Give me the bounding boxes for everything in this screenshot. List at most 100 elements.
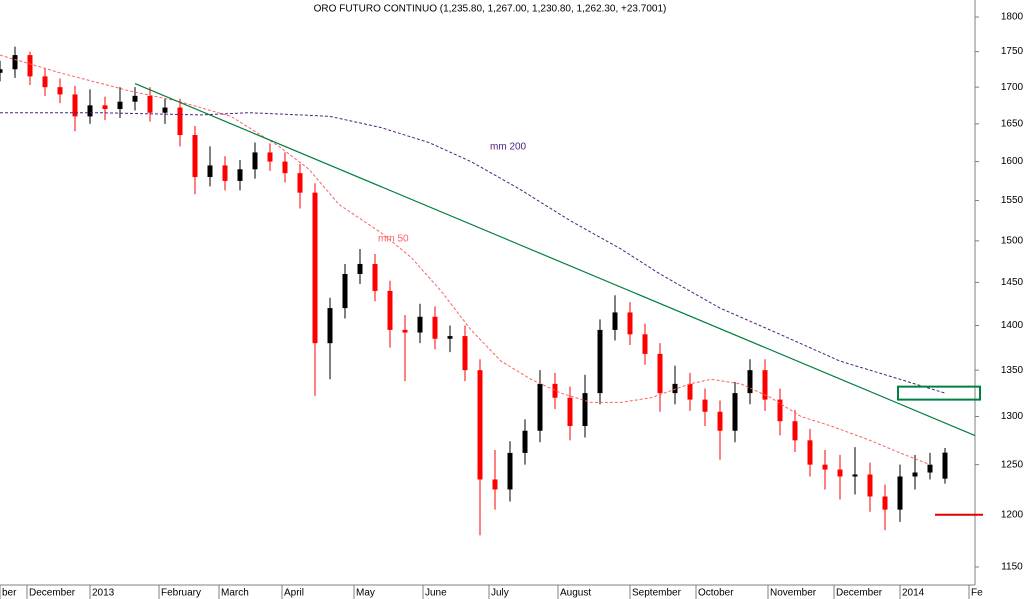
candle-body bbox=[357, 263, 363, 275]
candle-body bbox=[537, 383, 543, 431]
candle-body bbox=[147, 95, 153, 113]
candle-body bbox=[777, 399, 783, 422]
y-tick-label: 1200 bbox=[1001, 509, 1024, 520]
candle-body bbox=[507, 452, 513, 490]
candle-body bbox=[57, 87, 63, 95]
candle-body bbox=[837, 469, 843, 477]
candle-body bbox=[642, 334, 648, 354]
candle-body bbox=[597, 329, 603, 394]
candle-body bbox=[162, 107, 168, 113]
candle-body bbox=[912, 472, 918, 477]
candle-body bbox=[252, 152, 258, 170]
candle-body bbox=[672, 383, 678, 394]
y-tick-label: 1600 bbox=[1001, 156, 1024, 167]
candle-body bbox=[492, 479, 498, 490]
candle-body bbox=[852, 474, 858, 477]
candle-body bbox=[0, 69, 3, 73]
moving-average bbox=[0, 112, 946, 394]
candle-body bbox=[237, 169, 243, 181]
candle-body bbox=[417, 316, 423, 333]
y-tick-label: 1150 bbox=[1001, 562, 1023, 573]
x-tick-label: December bbox=[836, 588, 883, 599]
candle-body bbox=[387, 290, 393, 330]
candle-body bbox=[432, 316, 438, 339]
candle-body bbox=[807, 440, 813, 465]
candle-body bbox=[897, 476, 903, 510]
y-tick-label: 1550 bbox=[1001, 195, 1024, 206]
line-label: mm 50 bbox=[378, 234, 409, 245]
x-tick-label: 2013 bbox=[92, 588, 115, 599]
line-label: mm 200 bbox=[490, 142, 527, 153]
candle-body bbox=[177, 107, 183, 136]
y-tick-label: 1350 bbox=[1001, 365, 1024, 376]
candle-body bbox=[552, 383, 558, 398]
x-tick-label: Fe bbox=[971, 588, 983, 599]
candle-body bbox=[867, 474, 873, 497]
candle-body bbox=[627, 312, 633, 335]
y-tick-label: 1800 bbox=[1001, 12, 1024, 23]
candle-body bbox=[72, 94, 78, 117]
candle-body bbox=[657, 353, 663, 394]
candle-body bbox=[882, 496, 888, 510]
x-tick-label: June bbox=[425, 588, 447, 599]
y-tick-label: 1300 bbox=[1001, 411, 1024, 422]
x-tick-label: September bbox=[632, 588, 682, 599]
y-tick-label: 1500 bbox=[1001, 235, 1024, 246]
candle-body bbox=[297, 173, 303, 193]
candle-body bbox=[447, 336, 453, 339]
candle-body bbox=[207, 165, 213, 178]
candle-body bbox=[312, 192, 318, 344]
y-tick-label: 1450 bbox=[1001, 277, 1024, 288]
candle-body bbox=[102, 105, 108, 110]
x-tick-label: February bbox=[161, 588, 201, 599]
y-tick-label: 1650 bbox=[1001, 118, 1024, 129]
candle-body bbox=[732, 393, 738, 431]
moving-average bbox=[0, 54, 931, 466]
y-tick-label: 1250 bbox=[1001, 459, 1024, 470]
x-tick-label: November bbox=[770, 588, 817, 599]
candle-body bbox=[282, 161, 288, 174]
x-tick-label: July bbox=[491, 588, 509, 599]
candle-body bbox=[762, 370, 768, 400]
y-tick-label: 1400 bbox=[1001, 320, 1024, 331]
candle-body bbox=[462, 336, 468, 371]
candle-body bbox=[477, 370, 483, 480]
candle-body bbox=[27, 55, 33, 77]
candle-body bbox=[687, 383, 693, 400]
candle-body bbox=[402, 329, 408, 333]
trendline bbox=[134, 83, 976, 437]
candle-body bbox=[747, 370, 753, 394]
x-tick-label: December bbox=[29, 588, 76, 599]
x-tick-label: April bbox=[284, 588, 304, 599]
candle-body bbox=[117, 101, 123, 110]
y-tick-label: 1700 bbox=[1001, 82, 1024, 93]
candle-body bbox=[327, 308, 333, 344]
candle-body bbox=[522, 430, 528, 453]
candle-body bbox=[372, 263, 378, 291]
chart-title: ORO FUTURO CONTINUO (1,235.80, 1,267.00,… bbox=[314, 4, 667, 15]
candle-body bbox=[717, 411, 723, 431]
candle-body bbox=[567, 397, 573, 426]
candle-body bbox=[927, 464, 933, 473]
candle-body bbox=[702, 399, 708, 412]
x-tick-label: May bbox=[356, 588, 375, 599]
candle-body bbox=[342, 274, 348, 309]
x-tick-label: March bbox=[221, 588, 249, 599]
candle-body bbox=[192, 135, 198, 178]
candle-body bbox=[132, 95, 138, 102]
candle-body bbox=[612, 312, 618, 330]
x-tick-label: 2014 bbox=[902, 588, 925, 599]
candle-body bbox=[582, 393, 588, 426]
candle-body bbox=[87, 105, 93, 117]
candle-body bbox=[222, 165, 228, 181]
candle-body bbox=[822, 464, 828, 470]
x-tick-label: August bbox=[560, 588, 591, 599]
target-zone bbox=[897, 385, 981, 401]
candle-body bbox=[12, 55, 18, 70]
x-tick-label: October bbox=[698, 588, 734, 599]
y-tick-label: 1750 bbox=[1001, 46, 1024, 57]
candle-body bbox=[942, 452, 948, 479]
candle-body bbox=[792, 421, 798, 441]
